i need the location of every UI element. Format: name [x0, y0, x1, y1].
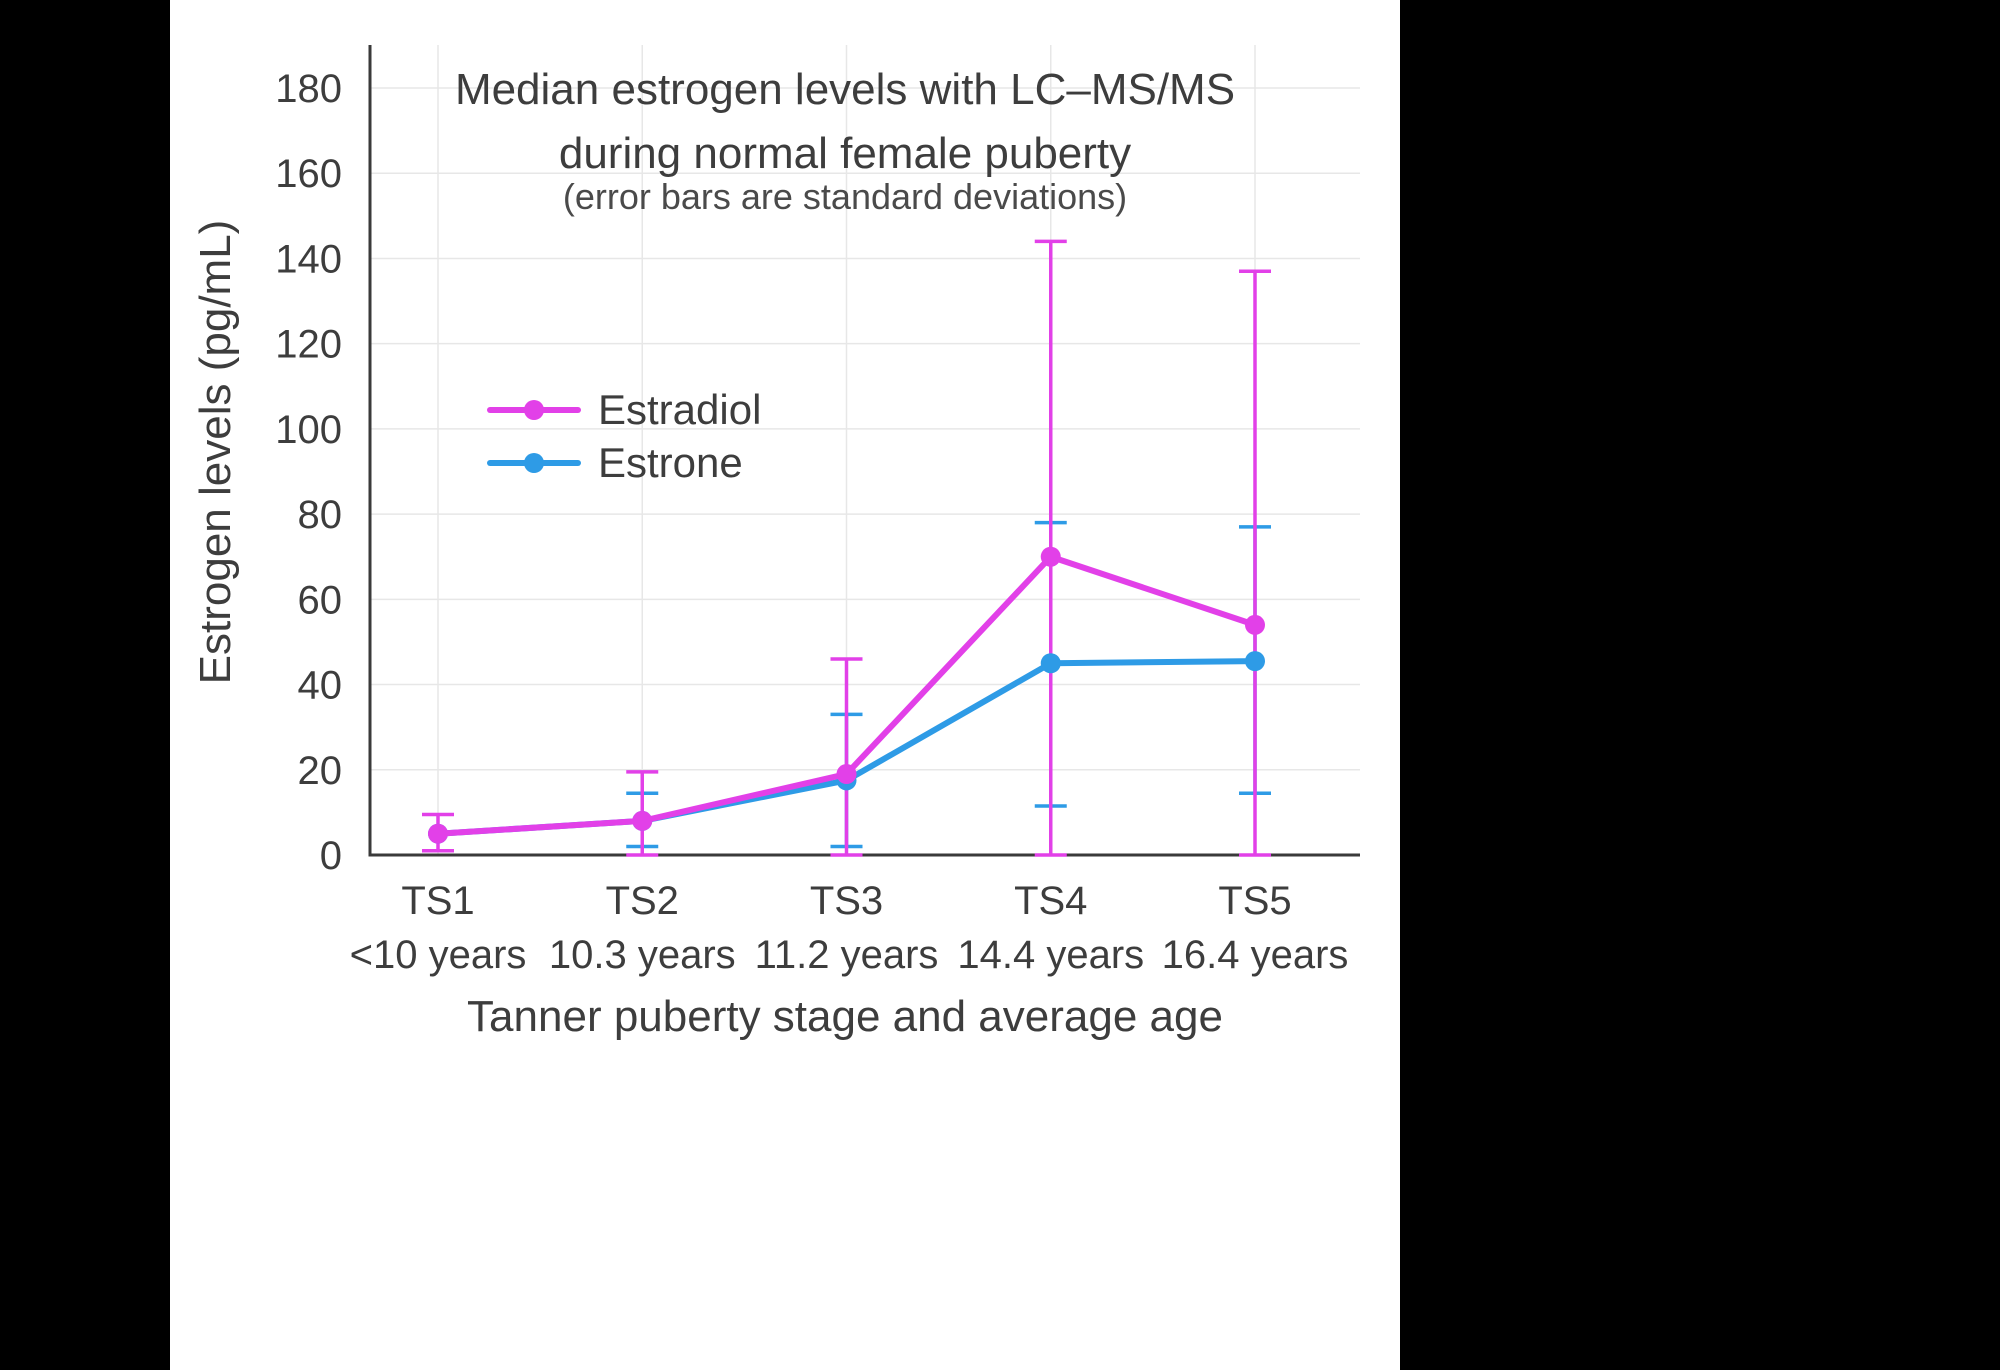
y-tick-label: 20 [298, 749, 343, 793]
x-tick-label: TS4 [1014, 879, 1087, 923]
y-tick-label: 120 [275, 323, 342, 367]
x-tick-age-label: 11.2 years [755, 933, 939, 977]
chart-canvas: 0 20 40 60 80 100 120 140 160 180 TS1 TS2 TS3 TS4 TS5 <… [170, 0, 1400, 1370]
y-tick-label: 140 [275, 237, 342, 281]
y-axis-title: Estrogen levels (pg/mL) [191, 219, 240, 685]
y-tick-label: 60 [298, 578, 343, 622]
estrogen-chart-svg: 0 20 40 60 80 100 120 140 160 180 TS1 TS2 TS3 TS4 TS5 <… [275, 45, 1360, 977]
legend-label-estradiol: Estradiol [598, 386, 761, 433]
y-tick-label: 100 [275, 408, 342, 452]
estradiol-point-TS1 [428, 823, 448, 844]
x-tick-age-label: 10.3 years [549, 933, 736, 977]
y-tick-label: 160 [275, 152, 342, 196]
legend-marker-estradiol [524, 400, 544, 420]
y-tick-label: 40 [298, 664, 343, 708]
chart-subtitle: (error bars are standard deviations) [562, 176, 1128, 217]
estrone-point-TS4 [1040, 653, 1061, 674]
chart-title-line1: Median estrogen levels with LC–MS/MS [454, 65, 1236, 114]
chart-title: Median estrogen levels with LC–MS/MS dur… [455, 58, 1235, 186]
legend-label-estrone: Estrone [598, 439, 743, 486]
estradiol-point-TS2 [632, 810, 653, 831]
estradiol-point-TS4 [1040, 546, 1061, 567]
y-tick-label: 180 [275, 67, 342, 111]
legend-marker-estrone [524, 453, 544, 473]
x-tick-label: TS3 [810, 879, 883, 923]
x-tick-age-label: 14.4 years [957, 933, 1144, 977]
x-tick-label: TS2 [606, 879, 679, 923]
x-axis-title: Tanner puberty stage and average age [467, 992, 1223, 1041]
x-tick-age-label: 16.4 years [1162, 933, 1349, 977]
estradiol-point-TS3 [836, 764, 857, 785]
x-tick-age-label: <10 years [350, 933, 527, 977]
y-tick-label: 80 [298, 493, 343, 537]
estradiol-point-TS5 [1245, 614, 1265, 635]
x-tick-label: TS5 [1218, 879, 1291, 923]
x-tick-label: TS1 [401, 879, 474, 923]
y-tick-label: 0 [320, 834, 342, 878]
chart-title-line2: during normal female puberty [558, 128, 1132, 178]
estrone-point-TS5 [1245, 651, 1265, 672]
